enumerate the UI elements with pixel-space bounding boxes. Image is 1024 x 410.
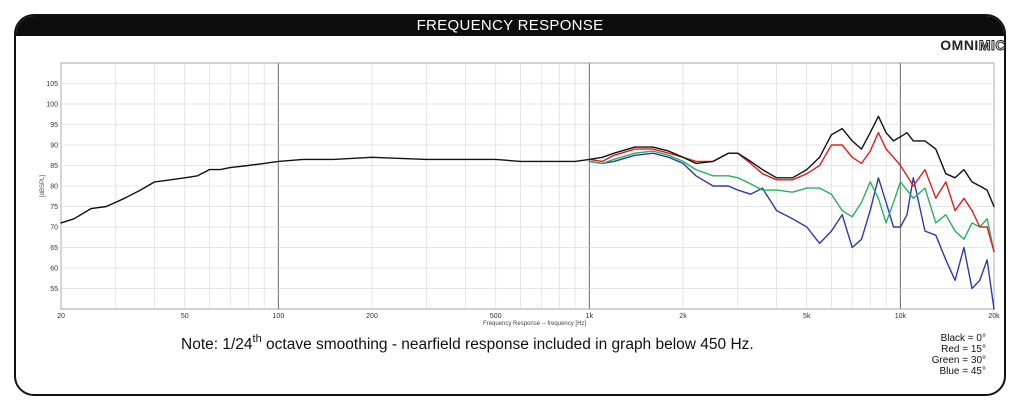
note-prefix: Note: 1/24 — [181, 336, 253, 353]
logo-omni: OMNI — [940, 37, 979, 53]
y-axis-label: [dBSPL] — [40, 175, 46, 197]
y-tick-label: 65 — [50, 245, 58, 252]
legend-entry-green: Green = 30° — [931, 355, 986, 366]
logo-mic: MIC — [978, 37, 1006, 54]
y-tick-label: 80 — [50, 184, 58, 191]
y-tick-label: 90 — [50, 143, 58, 150]
y-tick-label: 55 — [50, 286, 58, 293]
y-tick-label: 70 — [50, 225, 58, 232]
x-tick-label: 5k — [803, 313, 811, 320]
x-tick-label: 20 — [57, 313, 65, 320]
series-line-0 — [60, 115, 995, 224]
legend-entry-black: Black = 0° — [940, 333, 986, 344]
x-tick-label: 20k — [988, 313, 1000, 320]
legend-entry-red: Red = 15° — [941, 344, 986, 355]
x-tick-label: 500 — [490, 313, 502, 320]
y-tick-label: 60 — [50, 266, 58, 273]
x-tick-label: 1k — [586, 313, 594, 320]
legend: Black = 0° Red = 15° Green = 30° Blue = … — [932, 333, 986, 377]
x-tick-label: 10k — [895, 313, 907, 320]
series-line-2 — [588, 150, 995, 253]
title-bar: FREQUENCY RESPONSE — [16, 16, 1004, 36]
y-tick-label: 105 — [46, 81, 58, 88]
y-tick-label: 95 — [50, 122, 58, 129]
note-suffix: octave smoothing - nearfield response in… — [261, 336, 754, 353]
x-tick-label: 200 — [366, 313, 378, 320]
x-tick-label: 100 — [273, 313, 285, 320]
y-tick-label: 100 — [46, 102, 58, 109]
y-tick-label: 75 — [50, 204, 58, 211]
x-tick-label: 2k — [679, 313, 687, 320]
x-axis-label: Frequency Response -- frequency [Hz] — [483, 321, 586, 327]
legend-entry-blue: Blue = 45° — [939, 366, 986, 377]
note-superscript: th — [252, 333, 262, 345]
chart-title: FREQUENCY RESPONSE — [416, 17, 604, 34]
y-tick-label: 85 — [50, 163, 58, 170]
x-tick-label: 50 — [181, 313, 189, 320]
omnimic-logo: OMNIMIC — [940, 37, 1006, 54]
smoothing-note: Note: 1/24th octave smoothing - nearfiel… — [181, 333, 754, 354]
series-line-3 — [588, 152, 995, 310]
